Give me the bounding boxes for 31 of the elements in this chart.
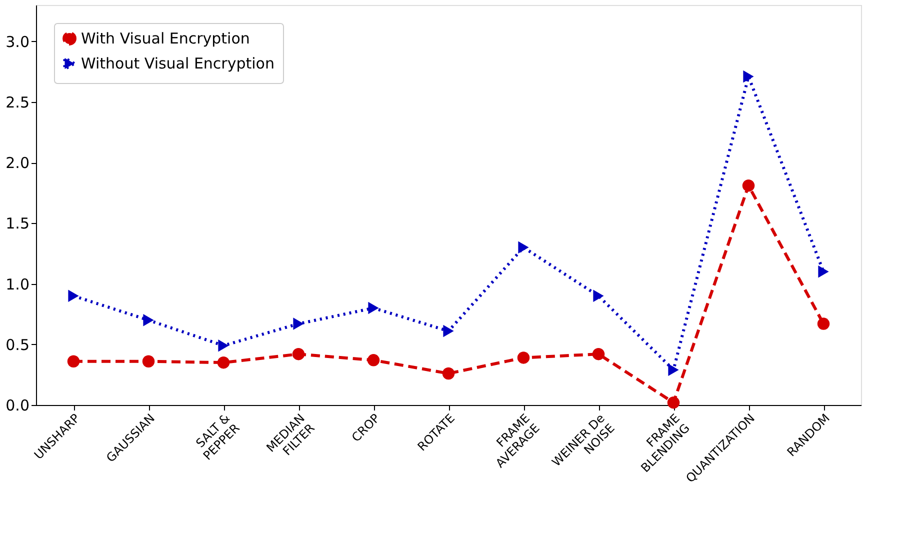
point xyxy=(292,348,305,360)
point xyxy=(593,290,604,302)
point xyxy=(293,318,304,330)
point xyxy=(142,355,155,368)
point xyxy=(592,348,605,360)
point xyxy=(218,339,229,352)
point xyxy=(817,318,830,330)
point xyxy=(443,324,454,338)
point xyxy=(667,396,680,409)
point xyxy=(217,356,230,369)
point xyxy=(368,302,379,314)
point xyxy=(67,355,80,368)
legend-label: With Visual Encryption xyxy=(81,30,250,48)
y-tick-label: 1.0 xyxy=(6,275,30,294)
y-tick-label: 0.5 xyxy=(6,336,30,354)
point xyxy=(742,179,755,192)
point xyxy=(668,364,679,376)
point xyxy=(367,354,380,366)
y-tick-label: 1.5 xyxy=(6,214,30,233)
point xyxy=(442,367,455,380)
point xyxy=(518,241,529,254)
y-tick-label: 0.0 xyxy=(6,396,30,414)
y-tick-label: 3.0 xyxy=(6,32,30,51)
legend-label: Without Visual Encryption xyxy=(81,54,274,72)
point xyxy=(743,70,754,83)
y-tick-label: 2.0 xyxy=(6,154,30,172)
point xyxy=(68,290,79,302)
point xyxy=(143,314,154,326)
y-tick-label: 2.5 xyxy=(6,93,30,112)
point xyxy=(517,352,530,364)
point xyxy=(818,266,829,278)
